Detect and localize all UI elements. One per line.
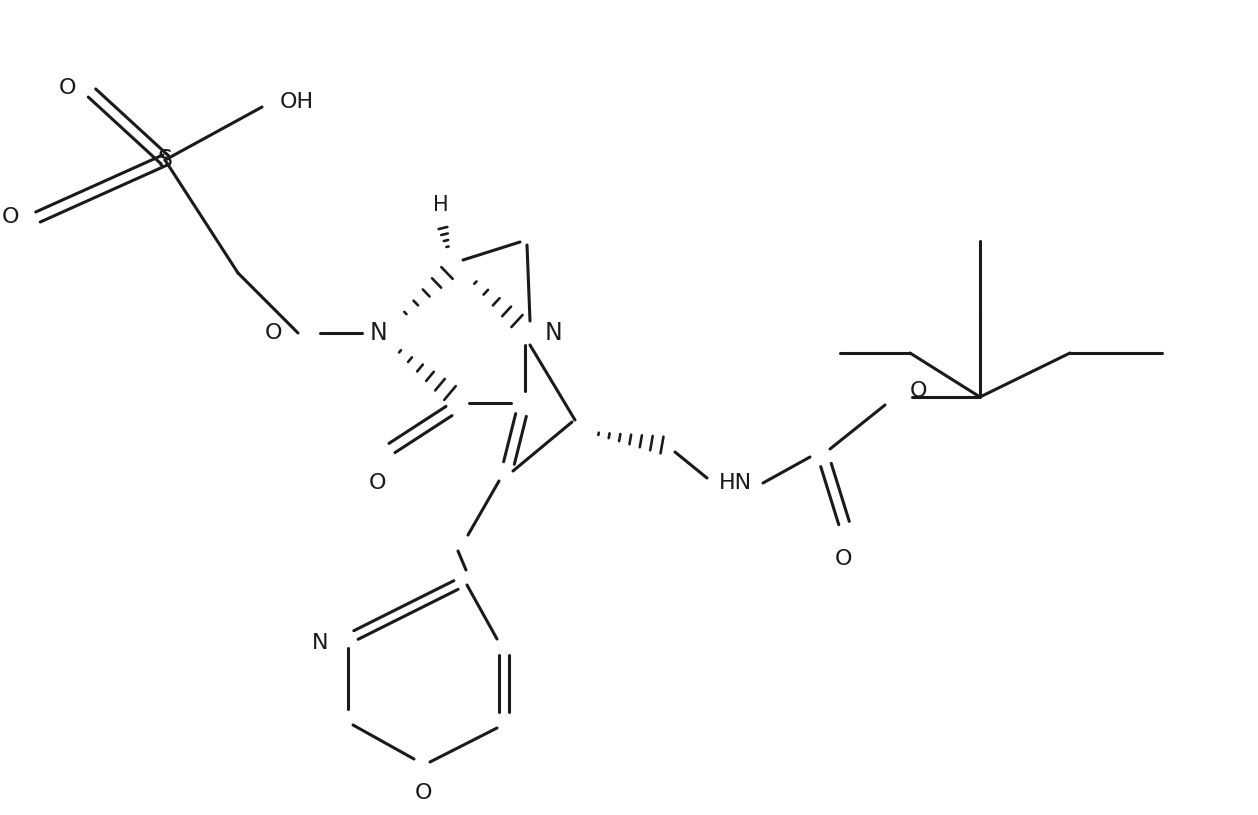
Text: O: O: [370, 473, 386, 493]
Text: S: S: [157, 148, 172, 172]
Text: N: N: [312, 633, 328, 653]
Text: N: N: [545, 321, 562, 345]
Text: O: O: [910, 381, 927, 401]
Text: H: H: [433, 195, 449, 215]
Text: O: O: [58, 78, 75, 98]
Text: O: O: [835, 549, 853, 569]
Text: O: O: [3, 207, 20, 227]
Text: O: O: [415, 783, 433, 803]
Text: N: N: [369, 321, 387, 345]
Text: OH: OH: [281, 92, 314, 112]
Text: HN: HN: [718, 473, 751, 493]
Text: O: O: [264, 323, 282, 343]
